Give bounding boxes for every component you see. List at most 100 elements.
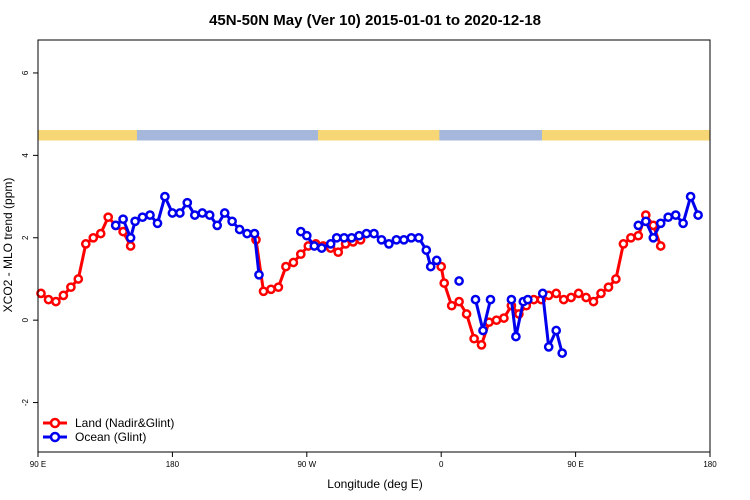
data-point <box>543 342 554 352</box>
y-tick-label: 2 <box>21 235 30 240</box>
data-point <box>137 212 148 223</box>
data-point <box>266 284 276 295</box>
data-point <box>685 191 696 202</box>
data-point <box>413 232 424 243</box>
data-point <box>242 228 252 239</box>
data-point <box>476 340 487 350</box>
data-point <box>316 243 327 253</box>
data-point <box>581 292 591 303</box>
legend: Land (Nadir&Glint)Ocean (Glint) <box>43 416 174 444</box>
land-band <box>38 130 137 141</box>
data-point <box>470 294 481 305</box>
data-point <box>325 239 336 249</box>
data-point <box>506 294 517 305</box>
data-point <box>189 210 200 220</box>
data-point <box>655 241 666 251</box>
data-point <box>633 220 644 231</box>
data-point <box>537 288 548 299</box>
data-point <box>301 230 312 241</box>
map-strip <box>38 130 710 142</box>
data-point <box>80 239 91 249</box>
data-point <box>125 241 136 251</box>
data-point <box>633 230 644 241</box>
data-point <box>425 261 436 272</box>
series-line <box>541 293 564 354</box>
chart-title: 45N-50N May (Ver 10) 2015-01-01 to 2020-… <box>209 12 541 29</box>
data-point <box>254 269 264 280</box>
x-axis-ticks: 90 E 180 90 W 0 90 E 180 <box>30 452 717 469</box>
data-point <box>36 288 46 299</box>
data-point <box>446 300 457 311</box>
land-band <box>542 130 710 141</box>
data-point <box>469 333 479 344</box>
x-tick-label: 180 <box>703 460 717 469</box>
data-point <box>309 241 320 251</box>
legend-label: Land (Nadir&Glint) <box>75 416 174 430</box>
data-point <box>110 220 121 231</box>
data-point <box>281 261 291 272</box>
y-tick-label: 6 <box>21 70 30 75</box>
y-tick-label: -2 <box>21 398 30 406</box>
land-band <box>318 130 440 141</box>
y-axis-ticks: -2 0 2 4 6 <box>21 70 38 406</box>
data-point <box>66 282 76 293</box>
data-point <box>333 247 344 258</box>
x-tick-label: 90 W <box>297 460 316 469</box>
data-point <box>491 315 502 326</box>
data-point <box>485 294 496 305</box>
data-point <box>273 282 284 293</box>
data-point <box>125 232 136 243</box>
data-point <box>361 228 372 239</box>
data-point <box>640 216 651 227</box>
data-point <box>522 294 533 305</box>
data-point <box>130 216 140 227</box>
y-tick-label: 0 <box>21 317 30 322</box>
data-point <box>566 292 576 303</box>
data-point <box>212 220 223 231</box>
data-point <box>295 249 306 260</box>
data-point <box>219 208 230 218</box>
data-point <box>331 232 342 243</box>
data-point <box>406 232 417 243</box>
series-ocean <box>110 191 703 358</box>
data-point <box>182 197 193 208</box>
data-point <box>51 296 61 307</box>
x-tick-label: 0 <box>439 460 444 469</box>
data-point <box>399 234 409 245</box>
data-point <box>103 212 114 223</box>
data-point <box>354 230 364 241</box>
data-point <box>234 224 245 235</box>
data-point <box>618 239 629 249</box>
y-axis-label: XCO2 - MLO trend (ppm) <box>1 178 15 313</box>
data-point <box>596 288 606 299</box>
data-point <box>551 288 562 299</box>
data-point <box>391 234 402 245</box>
data-point <box>145 210 155 220</box>
data-point <box>152 218 163 229</box>
y-tick-label: 4 <box>21 153 30 158</box>
data-point <box>384 239 394 249</box>
data-point <box>431 255 442 266</box>
x-tick-label: 90 E <box>30 460 46 469</box>
data-point <box>454 296 464 307</box>
data-point <box>557 348 568 358</box>
data-point <box>204 210 215 220</box>
data-point <box>421 245 432 255</box>
legend-label: Ocean (Glint) <box>75 430 146 444</box>
data-point <box>167 208 178 218</box>
data-point <box>43 294 54 305</box>
data-point <box>603 282 614 293</box>
data-point <box>118 214 128 225</box>
data-point <box>197 208 208 218</box>
series-line <box>114 195 261 275</box>
data-point <box>175 208 185 218</box>
data-point <box>499 313 509 323</box>
data-point <box>73 274 84 284</box>
data-point <box>346 232 357 243</box>
data-point <box>626 232 636 243</box>
data-point <box>339 232 349 243</box>
data-point <box>511 331 521 342</box>
data-point <box>369 228 379 239</box>
data-point <box>678 218 688 229</box>
